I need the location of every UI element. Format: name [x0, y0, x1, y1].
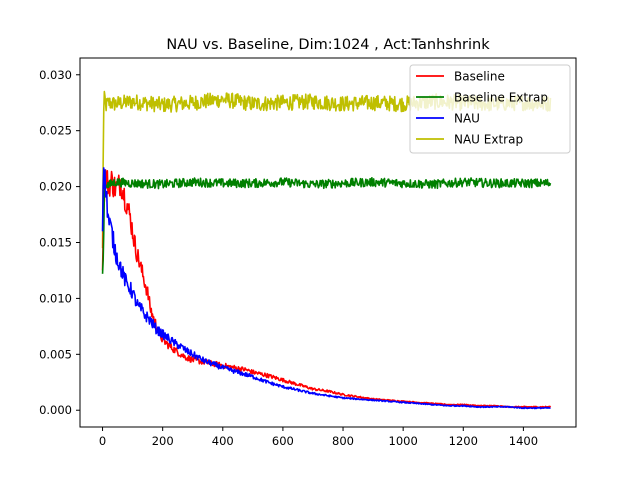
x-tick-label: 400 [212, 434, 234, 448]
x-tick-label: 600 [272, 434, 294, 448]
y-axis: 0.000 0.005 0.010 0.015 0.020 0.025 0.030 [39, 68, 80, 417]
y-tick-label: 0.005 [39, 347, 72, 361]
x-tick-label: 1400 [509, 434, 538, 448]
legend-label: NAU Extrap [454, 133, 523, 147]
y-tick-label: 0.010 [39, 291, 72, 305]
series-line-nau [101, 167, 551, 410]
legend-label: Baseline [454, 70, 505, 84]
x-tick-label: 1200 [449, 434, 478, 448]
legend-box [409, 64, 571, 154]
legend: Baseline Baseline Extrap NAU NAU Extrap [409, 64, 571, 154]
x-tick-label: 200 [152, 434, 174, 448]
y-tick-label: 0.000 [39, 403, 72, 417]
series-line-baseline-extrap [101, 176, 552, 274]
x-axis: 0 200 400 600 800 1000 1200 1400 [99, 427, 538, 448]
x-tick-label: 800 [332, 434, 354, 448]
y-tick-label: 0.030 [39, 68, 72, 82]
series-line-baseline [101, 169, 552, 409]
y-tick-label: 0.020 [39, 180, 72, 194]
chart-title: NAU vs. Baseline, Dim:1024 , Act:Tanhshr… [166, 37, 490, 53]
y-tick-label: 0.025 [39, 124, 72, 138]
y-tick-label: 0.015 [39, 236, 72, 250]
legend-label: Baseline Extrap [454, 91, 548, 105]
x-tick-label: 0 [99, 434, 106, 448]
legend-label: NAU [454, 112, 480, 126]
x-tick-label: 1000 [389, 434, 418, 448]
